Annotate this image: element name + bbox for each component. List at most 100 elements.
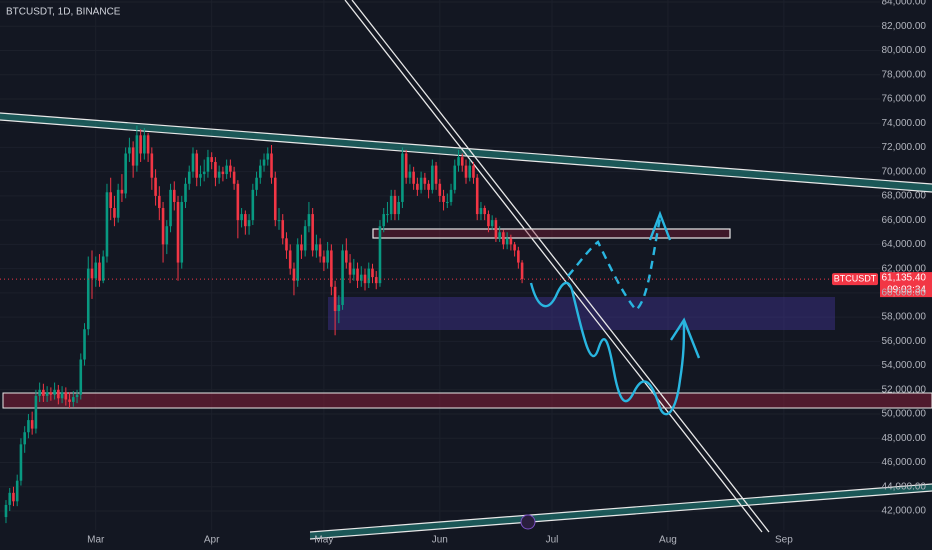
alt-projection-arrow — [648, 210, 672, 241]
candle-body — [404, 153, 408, 178]
candle-body — [225, 165, 228, 175]
price-tag: 61,135.40 — [882, 273, 927, 284]
candle-body — [124, 153, 127, 194]
candle-body — [419, 177, 423, 190]
candle-body — [34, 395, 38, 429]
candle-body — [176, 201, 180, 263]
candle-body — [460, 157, 464, 166]
diagonal-line — [344, 0, 763, 533]
candle-body — [266, 153, 270, 160]
candle-body — [389, 195, 393, 215]
candle-body — [23, 432, 26, 445]
candle-body — [345, 250, 348, 263]
candle-body — [292, 268, 296, 281]
price-tag-bg — [880, 272, 932, 298]
candles — [4, 125, 524, 524]
chart-title: BTCUSDT, 1D, BINANCE — [6, 7, 121, 18]
candle-body — [150, 153, 154, 178]
candle-body — [330, 250, 333, 287]
candle-body — [513, 244, 516, 251]
candle-body — [277, 220, 281, 222]
y-tick-label: 58,000.00 — [882, 312, 927, 323]
candle-body — [509, 238, 513, 245]
upper-channel — [0, 113, 932, 192]
candle-body — [15, 480, 19, 502]
candle-body — [502, 232, 505, 245]
candle-body — [464, 165, 468, 178]
candle-body — [116, 189, 120, 218]
candle-body — [217, 171, 221, 178]
candle-body — [453, 165, 457, 190]
candle-body — [4, 504, 8, 518]
candle-body — [288, 250, 292, 269]
candle-body — [86, 268, 90, 330]
candle-body — [53, 389, 56, 395]
candle-body — [131, 147, 135, 166]
candle-body — [202, 171, 206, 175]
candle-body — [94, 262, 98, 279]
candle-body — [348, 262, 352, 275]
candle-body — [30, 420, 34, 429]
candle-body — [83, 329, 86, 360]
y-tick-label: 84,000.00 — [882, 0, 927, 8]
projection-path — [529, 281, 686, 416]
candle-body — [270, 153, 273, 178]
candle-body — [262, 159, 266, 166]
y-tick-label: 48,000.00 — [882, 433, 927, 444]
candle-body — [195, 153, 199, 178]
x-tick-label: Apr — [204, 535, 220, 546]
candle-body — [356, 268, 359, 281]
candle-body — [401, 153, 404, 202]
candle-body — [251, 189, 255, 221]
candle-body — [236, 183, 240, 221]
candle-body — [210, 157, 213, 162]
x-tick-label: Jun — [432, 535, 448, 546]
candle-body — [300, 244, 303, 251]
candle-body — [27, 420, 30, 433]
candle-body — [244, 214, 247, 227]
candle-body — [382, 214, 386, 227]
candle-body — [161, 208, 165, 245]
candle-body — [90, 268, 94, 279]
candle-body — [158, 195, 161, 209]
candle-body — [487, 214, 490, 227]
countdown: 09:03:34 — [887, 285, 926, 296]
y-tick-label: 64,000.00 — [882, 239, 927, 250]
candle-body — [494, 220, 498, 239]
candle-body — [416, 183, 419, 190]
candle-body — [427, 183, 430, 190]
symbol-tag: BTCUSDT — [834, 273, 877, 283]
candle-body — [498, 232, 501, 239]
y-tick-label: 62,000.00 — [882, 263, 927, 274]
lower-line — [309, 490, 932, 540]
y-tick-label: 82,000.00 — [882, 21, 927, 32]
support-zone — [2, 392, 932, 409]
candle-body — [307, 214, 311, 227]
candle-body — [367, 268, 371, 284]
candle-body — [49, 392, 53, 395]
y-tick-label: 44,000.00 — [882, 481, 927, 492]
y-tick-label: 54,000.00 — [882, 360, 927, 371]
projection-arrow — [669, 317, 701, 359]
candle-body — [423, 177, 427, 184]
candle-body — [442, 195, 445, 202]
candle-body — [490, 220, 494, 227]
candle-body — [79, 359, 83, 395]
y-tick-label: 78,000.00 — [882, 69, 927, 80]
candle-body — [311, 214, 314, 251]
candle-body — [8, 492, 12, 505]
candle-body — [273, 177, 277, 221]
candle-body — [352, 268, 356, 275]
candle-body — [19, 444, 23, 481]
y-tick-label: 74,000.00 — [882, 118, 927, 129]
candle-body — [479, 208, 483, 215]
candle-body — [318, 244, 322, 257]
candle-body — [135, 135, 139, 166]
candle-body — [393, 195, 397, 215]
diagonal-line — [351, 0, 770, 533]
candle-body — [45, 392, 49, 396]
candle-body — [154, 177, 157, 196]
